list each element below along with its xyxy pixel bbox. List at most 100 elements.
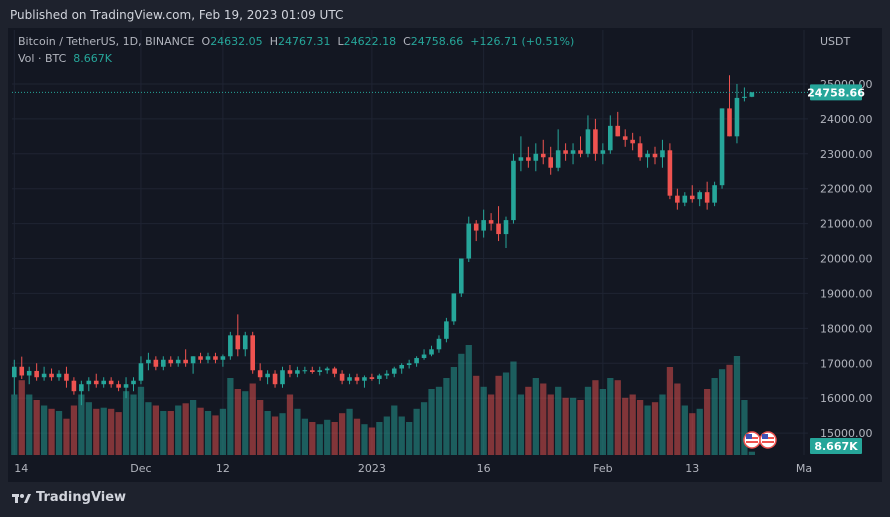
volume-bar <box>502 372 510 455</box>
candle-body <box>287 370 293 374</box>
volume-bar <box>331 422 338 455</box>
volume-bar <box>651 402 659 455</box>
volume-bar <box>108 408 115 455</box>
candle-body <box>526 157 531 161</box>
volume-bar <box>674 383 681 455</box>
volume-bar <box>219 408 227 455</box>
symbol-name: Bitcoin / TetherUS, 1D, BINANCE <box>18 35 195 48</box>
y-tick-label: 15000.00 <box>820 427 873 440</box>
volume-bar <box>510 361 517 455</box>
volume-bar <box>41 405 48 455</box>
candle-body <box>414 358 419 364</box>
candle-body <box>101 380 106 385</box>
candle-body <box>317 370 323 372</box>
candle-body <box>86 380 92 385</box>
candle-body <box>168 359 174 364</box>
volume-bar <box>488 394 495 455</box>
volume-bar <box>234 389 241 455</box>
brand-name: TradingView <box>36 490 127 505</box>
x-axis: 14 Dec 12 2023 16 Feb 13 Ma <box>14 462 812 475</box>
volume-bar <box>11 394 18 455</box>
last-price-label: 24758.66 <box>807 86 865 99</box>
candle-body <box>451 293 457 322</box>
volume-bar <box>70 405 78 455</box>
volume-bar <box>85 402 92 455</box>
volume-bar <box>532 378 539 455</box>
volume-bar <box>353 418 361 455</box>
volume-bar <box>271 416 279 455</box>
x-tick-label: Dec <box>130 462 151 475</box>
volume-bar <box>182 403 189 455</box>
volume-bar <box>212 415 219 455</box>
candle-body <box>302 370 308 372</box>
candle-body <box>213 356 218 360</box>
volume-bar <box>540 383 547 455</box>
volume-bar <box>286 394 294 455</box>
candle-body <box>593 129 598 154</box>
volume-bar <box>197 407 204 455</box>
volume-bar <box>33 400 40 455</box>
last-volume-tag: 8.667K <box>810 438 862 454</box>
candle-body <box>265 373 270 378</box>
y-tick-label: 23000.00 <box>820 148 873 161</box>
volume-bar <box>473 375 480 455</box>
volume-bar <box>726 364 733 455</box>
volume-bar <box>637 400 644 455</box>
chart-grid <box>12 30 808 455</box>
candle-body <box>123 384 129 388</box>
candle-body <box>93 380 99 385</box>
volume-bar <box>63 418 70 455</box>
candle-body <box>64 373 69 381</box>
candle-body <box>161 359 166 367</box>
volume-bar <box>361 424 368 455</box>
candle-body <box>26 370 32 376</box>
candle-body <box>399 365 404 369</box>
volume-bar <box>391 405 398 455</box>
volume-bar <box>301 418 308 455</box>
candle-body <box>339 373 345 381</box>
volume-bar <box>175 405 182 455</box>
candle-body <box>421 354 427 359</box>
candle-body <box>734 97 740 137</box>
candle-body <box>578 150 583 154</box>
volume-bar <box>495 375 502 455</box>
volume-bar <box>122 391 130 455</box>
volume-bar <box>78 394 85 455</box>
candle-body <box>324 368 330 371</box>
candle-body <box>742 96 747 98</box>
candle-body <box>488 220 494 224</box>
volume-bar <box>644 405 651 455</box>
candle-body <box>41 373 47 378</box>
volume-bar <box>204 411 212 455</box>
currency-label: USDT <box>820 35 851 48</box>
candle-body <box>697 192 702 200</box>
candle-body <box>56 373 62 378</box>
x-tick-label: 13 <box>685 462 699 475</box>
candle-body <box>295 370 300 374</box>
volume-bar <box>704 389 711 455</box>
candle-body <box>242 335 248 350</box>
candle-body <box>131 380 136 385</box>
candle-body <box>496 223 501 235</box>
volume-bar <box>681 405 688 455</box>
candle-body <box>19 366 25 376</box>
candle-body <box>503 220 509 235</box>
volume-bar <box>450 367 457 455</box>
candle-body <box>585 129 591 154</box>
candles <box>12 75 755 406</box>
open-value: 24632.05 <box>210 35 263 48</box>
volume-bar <box>398 416 405 455</box>
volume-bar <box>18 380 25 455</box>
high-value: 24767.31 <box>277 35 331 48</box>
volume-bar <box>718 369 726 455</box>
flag-icon-us-1 <box>743 431 761 449</box>
volume-bar <box>115 412 122 455</box>
candle-body <box>540 153 546 158</box>
volume-bar <box>480 386 487 455</box>
tradingview-logo[interactable]: TradingView <box>12 490 126 505</box>
candle-body <box>459 258 464 294</box>
candle-body <box>49 373 54 378</box>
candle-body <box>555 150 561 168</box>
volume-bar <box>257 400 264 455</box>
